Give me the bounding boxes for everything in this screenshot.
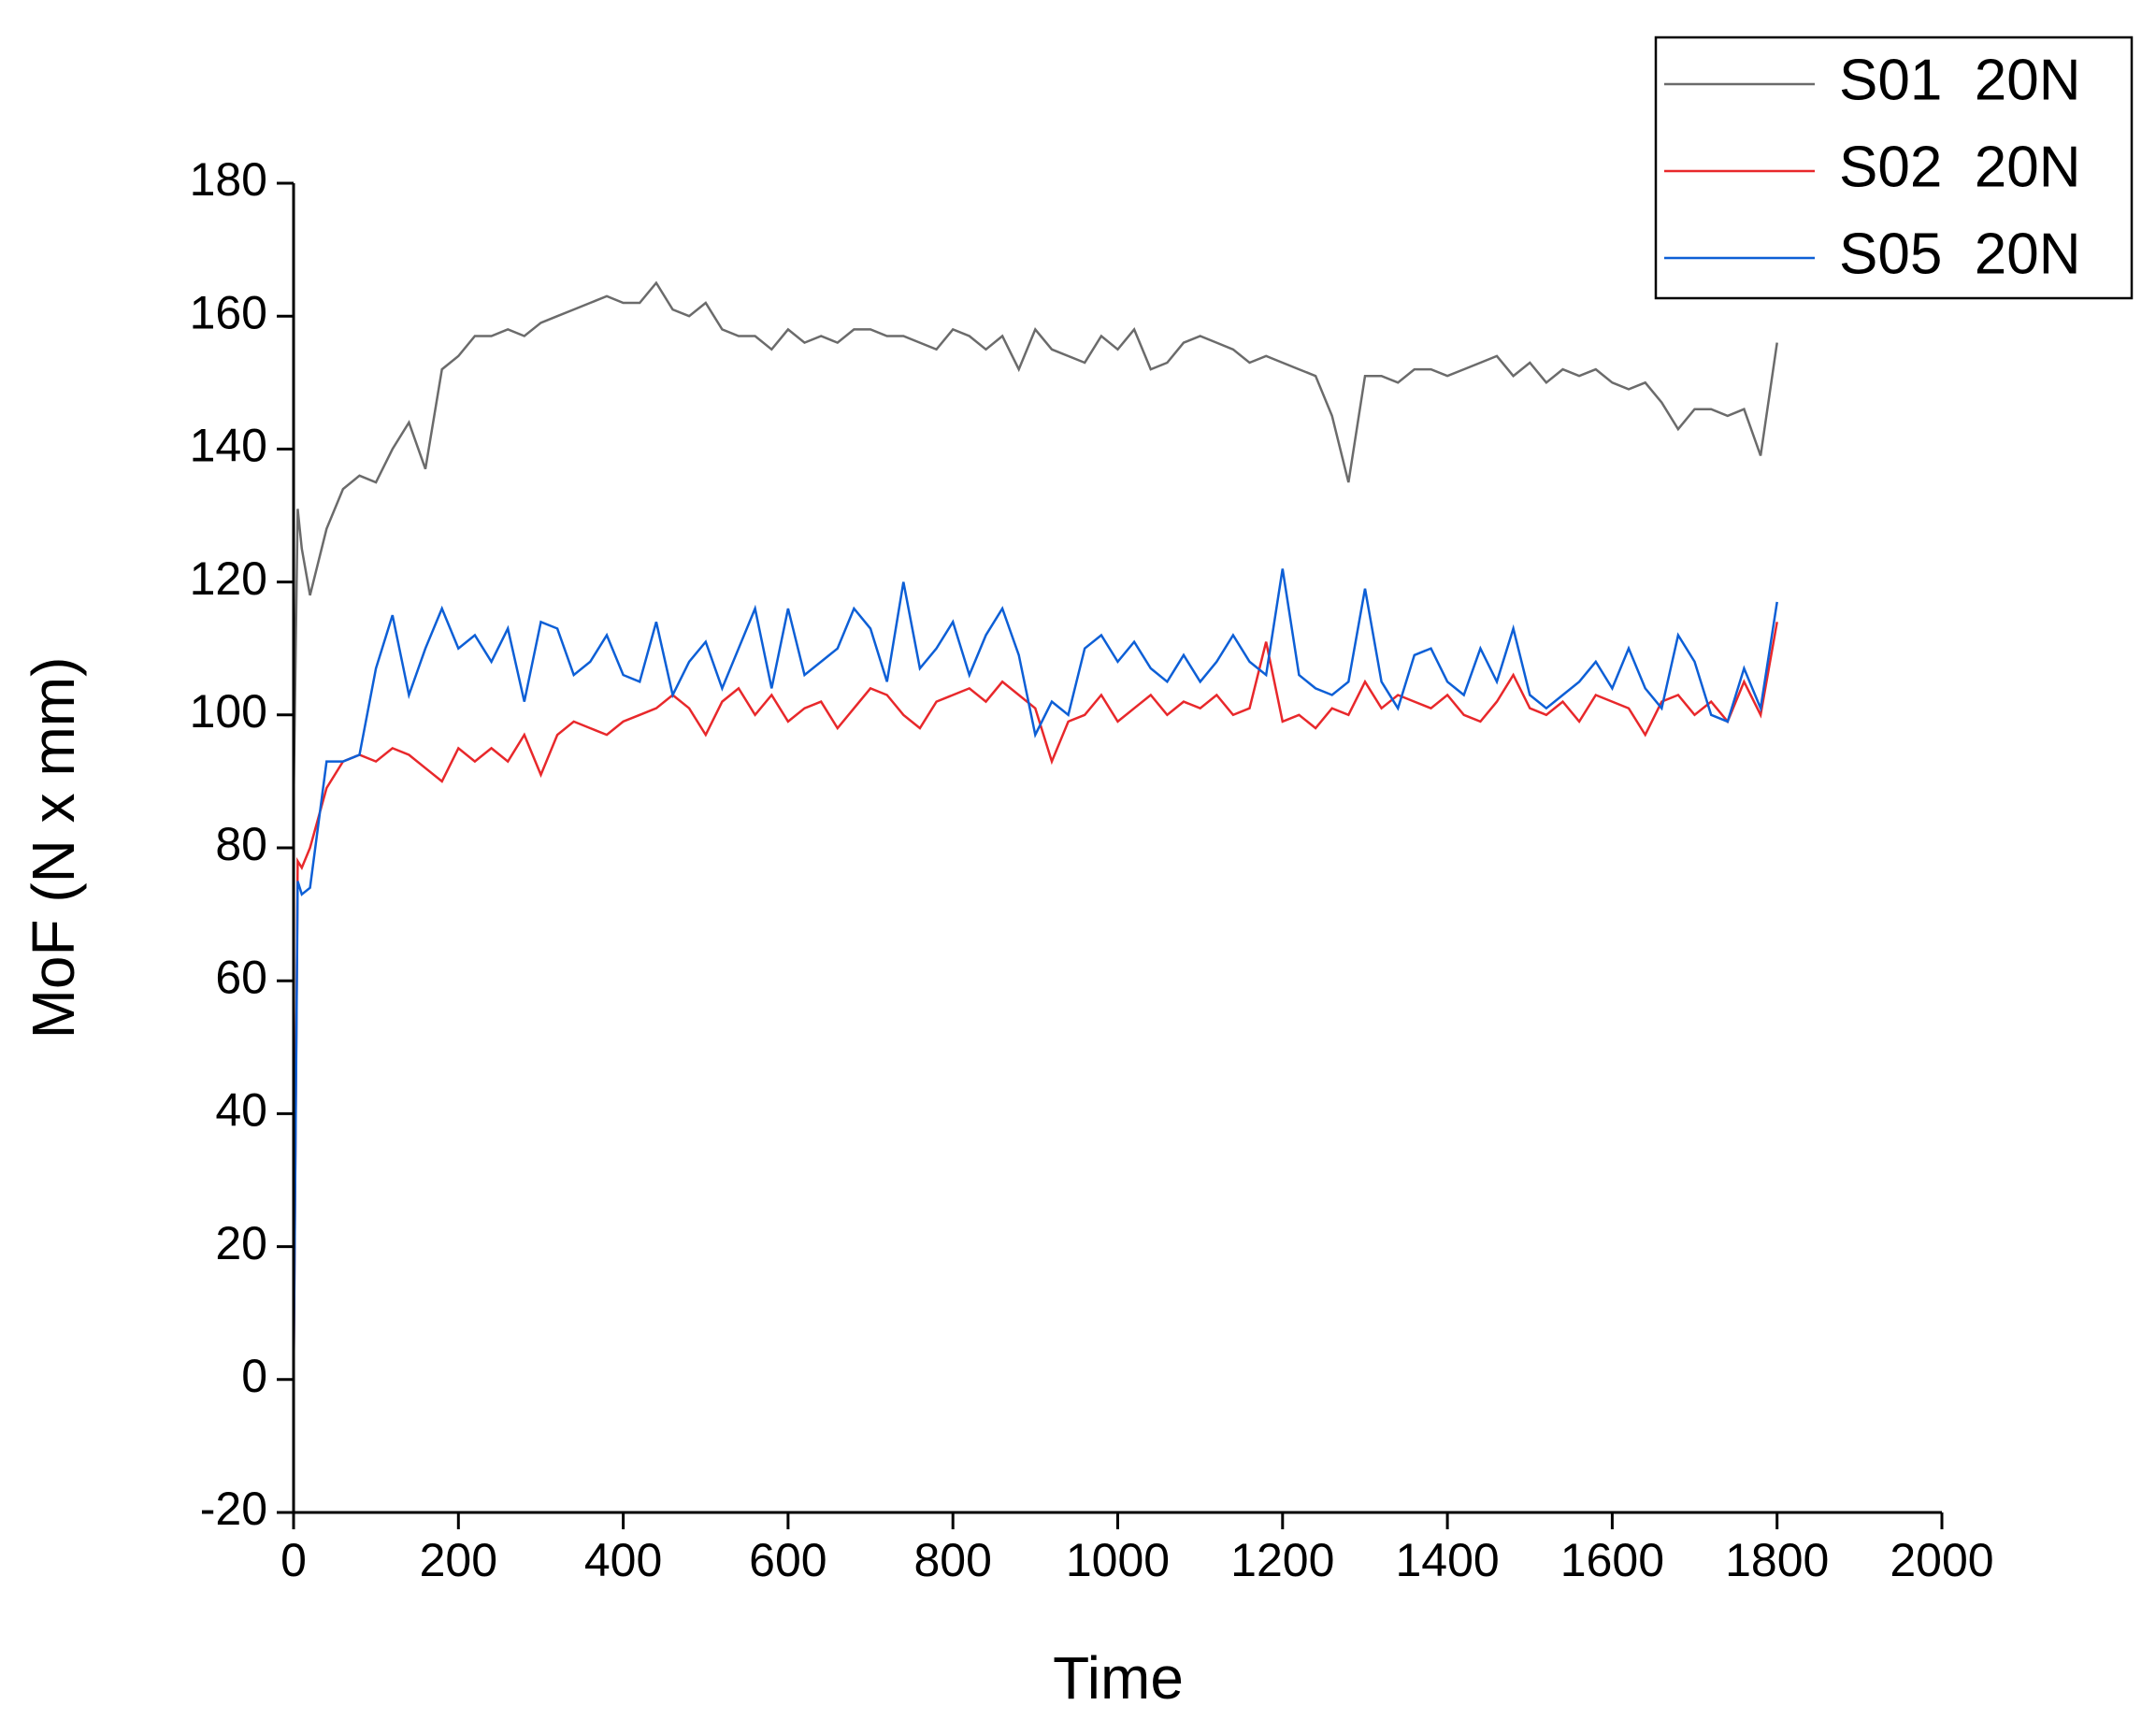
x-tick-label: 2000 xyxy=(1890,1534,1993,1586)
y-axis-title: MoF (N x mm) xyxy=(20,657,87,1039)
y-tick-label: 160 xyxy=(190,286,267,338)
series-line xyxy=(292,622,1778,1380)
x-tick-label: 400 xyxy=(584,1534,662,1586)
y-tick-label: 60 xyxy=(215,951,267,1003)
legend-box xyxy=(1654,36,2134,300)
y-tick-label: 40 xyxy=(215,1084,267,1137)
y-tick-label: 0 xyxy=(241,1350,267,1402)
x-tick-label: 1800 xyxy=(1725,1534,1829,1586)
y-tick-label: 100 xyxy=(190,685,267,738)
x-tick-label: 200 xyxy=(420,1534,497,1586)
x-tick-label: 1000 xyxy=(1066,1534,1170,1586)
x-tick-label: 1200 xyxy=(1230,1534,1334,1586)
y-tick-label: 180 xyxy=(190,153,267,206)
y-tick-label: 20 xyxy=(215,1217,267,1269)
y-tick-label: 80 xyxy=(215,818,267,870)
series-line xyxy=(292,280,1778,802)
series-line xyxy=(292,568,1778,1380)
y-tick-label: 140 xyxy=(190,420,267,472)
x-axis-title: Time xyxy=(1053,1644,1184,1712)
legend-label: S01 20N xyxy=(1839,48,2081,112)
legend-label: S05 20N xyxy=(1839,222,2081,286)
legend-label: S02 20N xyxy=(1839,135,2081,199)
y-tick-label: -20 xyxy=(200,1483,267,1535)
x-tick-label: 1600 xyxy=(1560,1534,1664,1586)
x-tick-label: 1400 xyxy=(1395,1534,1499,1586)
x-tick-label: 800 xyxy=(913,1534,991,1586)
x-tick-label: 600 xyxy=(749,1534,826,1586)
y-tick-label: 120 xyxy=(190,552,267,605)
x-tick-label: 0 xyxy=(280,1534,307,1586)
